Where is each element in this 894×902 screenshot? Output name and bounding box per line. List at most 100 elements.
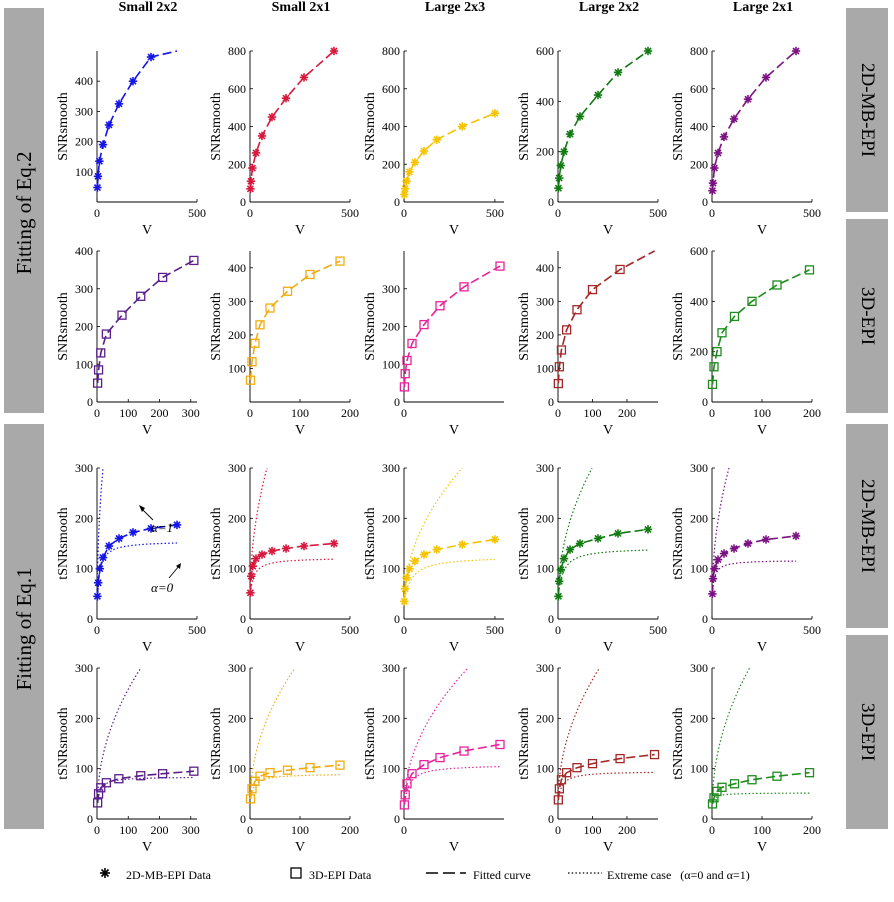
data-point	[92, 798, 103, 808]
fitted-curve	[557, 250, 655, 384]
data-point	[251, 554, 261, 563]
data-point	[114, 534, 124, 543]
data-point	[743, 539, 753, 548]
data-point	[717, 328, 727, 338]
x-tick-label: 100	[753, 823, 771, 837]
x-tick-label: 0	[247, 206, 253, 220]
data-point	[459, 282, 469, 292]
y-axis-label: tSNRsmooth	[56, 507, 71, 579]
data-point	[245, 794, 256, 804]
data-point	[719, 132, 729, 142]
data-point	[248, 163, 257, 173]
y-tick-label: 100	[75, 762, 93, 776]
y-tick-label: 100	[228, 562, 246, 576]
data-point	[267, 546, 277, 556]
y-tick-label: 800	[690, 44, 708, 58]
x-tick-label: 300	[182, 406, 200, 420]
fitted-curve	[403, 538, 496, 602]
group-bar-eq1	[4, 424, 44, 829]
annotation-arrow-alpha0	[168, 565, 180, 579]
data-point	[400, 184, 410, 193]
data-point	[282, 286, 293, 296]
x-axis-label: V	[295, 840, 305, 855]
fitted-curve	[403, 265, 501, 387]
x-tick-label: 500	[341, 623, 359, 637]
data-point	[265, 768, 275, 778]
x-tick-label: 100	[119, 823, 137, 837]
plot-r1-c2: 0 200 400 600 800 0 500 V SNRsmooth	[209, 44, 359, 238]
y-tick-label: 200	[690, 345, 708, 359]
x-tick-label: 0	[709, 206, 715, 220]
x-tick-label: 100	[291, 406, 309, 420]
extreme-curve-alpha1	[557, 667, 600, 800]
y-axis-label: SNRsmooth	[56, 92, 71, 160]
data-point	[554, 784, 565, 794]
row-bar-3	[846, 424, 888, 628]
x-tick-label: 200	[341, 406, 359, 420]
x-axis-label: V	[757, 640, 767, 655]
data-point	[399, 382, 410, 392]
extreme-curve-alpha0	[249, 774, 341, 800]
data-point	[708, 186, 717, 195]
y-tick-label: 300	[228, 461, 246, 475]
y-tick-label: 200	[690, 711, 708, 725]
x-tick-label: 0	[401, 206, 407, 220]
y-tick-label: 0	[702, 195, 708, 209]
y-tick-label: 400	[536, 261, 554, 275]
y-tick-label: 100	[690, 762, 708, 776]
data-point	[804, 768, 815, 778]
extreme-curve-alpha0	[403, 766, 501, 805]
x-tick-label: 0	[555, 406, 561, 420]
y-tick-label: 0	[548, 395, 554, 409]
legend-3d-marker	[290, 867, 302, 879]
x-tick-label: 300	[182, 823, 200, 837]
data-point	[435, 752, 445, 763]
y-tick-label: 0	[87, 612, 93, 626]
x-axis-label: V	[295, 640, 305, 655]
data-point	[556, 345, 567, 355]
data-point	[572, 305, 582, 315]
data-point	[255, 771, 265, 781]
x-tick-label: 100	[583, 823, 601, 837]
column-header-large-2x2: Large 2x2	[578, 0, 640, 15]
x-axis-label: V	[142, 840, 152, 855]
annotation-alpha1: α=1	[151, 520, 173, 535]
x-tick-label: 200	[618, 823, 636, 837]
data-point	[713, 148, 723, 158]
data-point	[172, 520, 182, 530]
extreme-curve-alpha1	[403, 667, 469, 805]
x-axis-label: V	[757, 840, 767, 855]
y-tick-label: 0	[394, 612, 400, 626]
fitted-curve	[249, 764, 341, 800]
y-tick-label: 200	[228, 711, 246, 725]
data-point	[804, 265, 815, 275]
y-axis-label: tSNRsmooth	[56, 707, 71, 779]
column-header-small-2x1: Small 2x1	[271, 0, 331, 15]
data-point	[250, 776, 260, 786]
data-point	[255, 320, 265, 330]
y-tick-label: 100	[382, 357, 400, 371]
legend-mb-marker	[100, 868, 110, 878]
data-point	[257, 131, 267, 141]
data-point	[791, 531, 801, 541]
data-point	[615, 264, 625, 275]
y-tick-label: 100	[228, 762, 246, 776]
data-point	[400, 597, 409, 606]
y-tick-label: 100	[382, 762, 400, 776]
data-point	[555, 173, 564, 183]
data-point	[419, 759, 429, 770]
y-tick-label: 400	[228, 120, 246, 134]
y-tick-label: 200	[75, 320, 93, 334]
data-point	[407, 769, 417, 779]
legend-extreme-text: Extreme case	[607, 868, 672, 882]
extreme-curve-alpha1	[711, 467, 730, 594]
y-tick-label: 0	[240, 812, 246, 826]
y-axis-label: tSNRsmooth	[517, 707, 532, 779]
data-point	[709, 362, 719, 372]
x-tick-label: 200	[618, 406, 636, 420]
x-tick-label: 0	[94, 623, 100, 637]
x-tick-label: 200	[151, 406, 169, 420]
